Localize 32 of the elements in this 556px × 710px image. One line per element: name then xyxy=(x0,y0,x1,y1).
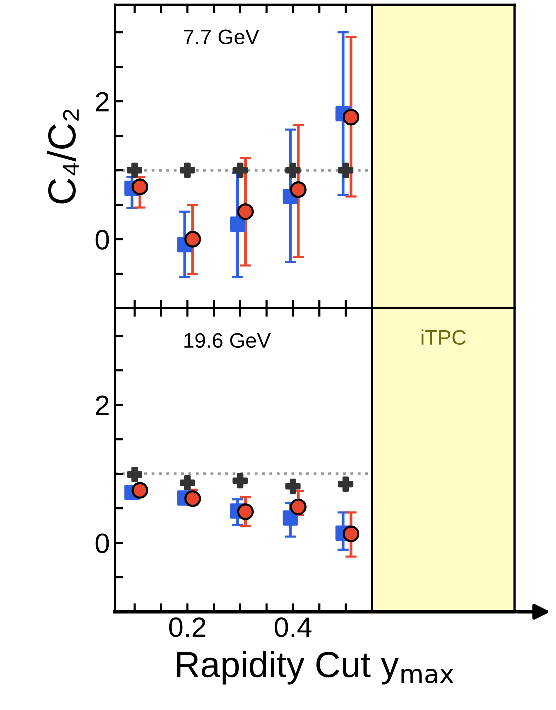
point xyxy=(338,162,354,178)
point xyxy=(127,162,143,178)
point xyxy=(230,216,246,232)
point xyxy=(127,467,143,482)
point xyxy=(286,478,301,494)
y-tick-label: 0 xyxy=(96,534,110,554)
y-tick-label: 0 xyxy=(96,230,110,250)
y-axis-title: C₄/C₂ xyxy=(47,110,79,204)
x-axis-title: Rapidity Cut y$_{max}$ xyxy=(177,651,454,685)
point xyxy=(342,109,360,126)
point xyxy=(290,498,307,516)
point xyxy=(237,204,254,220)
point xyxy=(180,162,196,178)
point xyxy=(232,473,248,489)
point xyxy=(232,162,248,178)
point xyxy=(286,162,301,178)
point xyxy=(342,526,360,542)
annotation: 7.7 GeV xyxy=(184,30,260,45)
point xyxy=(282,510,298,526)
y-tick-label: 2 xyxy=(96,396,109,416)
point xyxy=(132,178,148,196)
x-tick-label: 0.4 xyxy=(274,618,312,638)
point xyxy=(338,476,354,492)
x-tick-label: 0.2 xyxy=(169,618,206,638)
point xyxy=(180,475,196,491)
band-label: iTPC xyxy=(422,330,466,346)
annotation: 19.6 GeV xyxy=(184,333,271,348)
point xyxy=(184,231,202,248)
point xyxy=(132,482,148,499)
point xyxy=(290,182,307,198)
point xyxy=(237,504,254,520)
y-tick-label: 2 xyxy=(96,92,109,112)
